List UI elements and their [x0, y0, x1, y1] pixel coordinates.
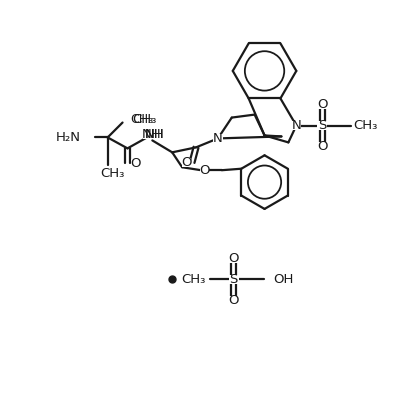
Text: S: S: [318, 119, 326, 132]
Text: O: O: [317, 98, 327, 111]
Bar: [229, 254, 238, 263]
Bar: [182, 158, 190, 167]
Text: CH₃: CH₃: [100, 167, 125, 180]
Text: O: O: [200, 164, 210, 177]
Text: O: O: [228, 294, 239, 307]
Text: CH₃: CH₃: [132, 113, 157, 126]
Bar: [131, 159, 140, 168]
Text: NH: NH: [144, 128, 164, 141]
Bar: [318, 142, 327, 151]
Text: OH: OH: [274, 273, 294, 286]
Text: O: O: [228, 252, 239, 265]
Text: CH₃: CH₃: [353, 119, 377, 132]
Text: CH₃: CH₃: [130, 113, 154, 126]
Bar: [200, 166, 210, 175]
Bar: [317, 121, 327, 130]
Text: O: O: [130, 157, 141, 170]
Bar: [318, 100, 327, 109]
Bar: [229, 275, 239, 284]
Text: CH₃: CH₃: [182, 273, 206, 286]
Bar: [229, 296, 238, 305]
Text: O: O: [317, 140, 327, 153]
Bar: [143, 130, 160, 139]
Text: S: S: [230, 273, 238, 286]
Text: N: N: [292, 119, 301, 132]
Bar: [291, 121, 301, 130]
Text: NH: NH: [144, 128, 164, 141]
Bar: [146, 130, 163, 139]
Text: O: O: [181, 156, 191, 169]
Text: NH: NH: [142, 128, 161, 141]
Text: N: N: [213, 132, 223, 145]
Bar: [213, 134, 223, 143]
Text: H₂N: H₂N: [56, 131, 81, 144]
